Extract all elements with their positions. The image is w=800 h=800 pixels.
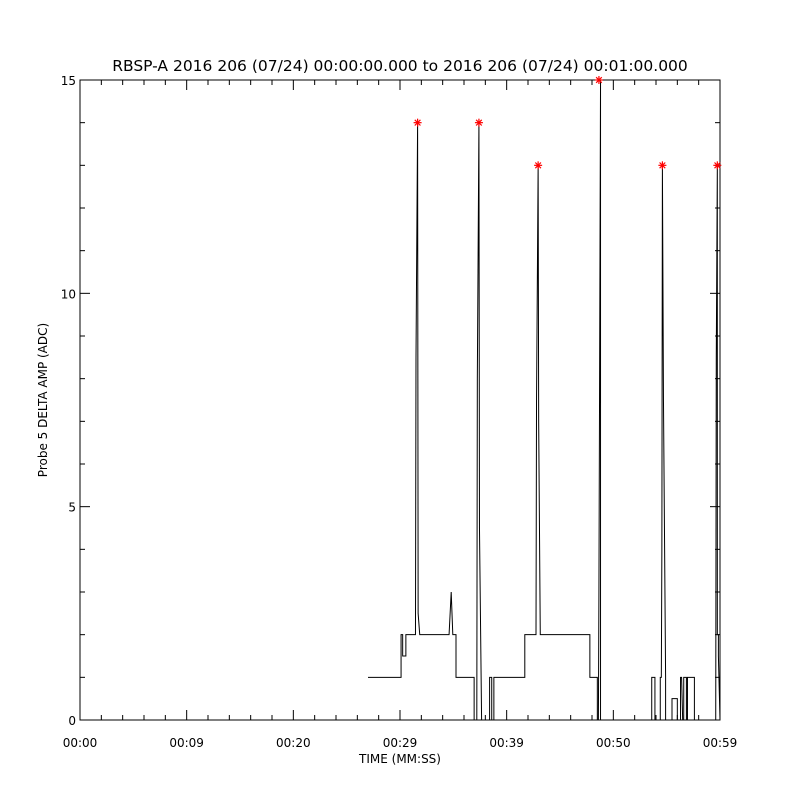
plot-frame: [79, 79, 721, 721]
x-tick-label: 00:20: [276, 736, 311, 750]
x-tick-label: 00:39: [489, 736, 524, 750]
series-line: [368, 79, 721, 721]
x-axis-label: TIME (MM:SS): [358, 752, 441, 766]
axis-tick-labels: 00:00 00:09 00:20 00:29 00:39 00:50 00:59 0 5 10 1…: [61, 74, 738, 750]
x-tick-label: 00:09: [169, 736, 204, 750]
y-tick-label: 15: [61, 74, 76, 88]
y-tick-label: 0: [68, 714, 76, 728]
peak-marker: [474, 118, 483, 127]
y-tick-label: 5: [68, 501, 76, 515]
chart-title: RBSP-A 2016 206 (07/24) 00:00:00.000 to …: [112, 57, 688, 75]
peak-markers: [413, 76, 722, 170]
y-tick-label: 10: [61, 287, 76, 301]
peak-marker: [413, 118, 422, 127]
peak-marker: [713, 161, 722, 170]
x-tick-label: 00:29: [383, 736, 418, 750]
peak-marker: [594, 76, 603, 84]
y-axis-label: Probe 5 DELTA AMP (ADC): [36, 323, 50, 477]
x-tick-label: 00:59: [703, 736, 738, 750]
peak-marker: [534, 161, 543, 170]
x-tick-label: 00:50: [596, 736, 631, 750]
x-tick-label: 00:00: [63, 736, 98, 750]
axis-ticks: [79, 79, 721, 721]
peak-marker: [658, 161, 667, 170]
